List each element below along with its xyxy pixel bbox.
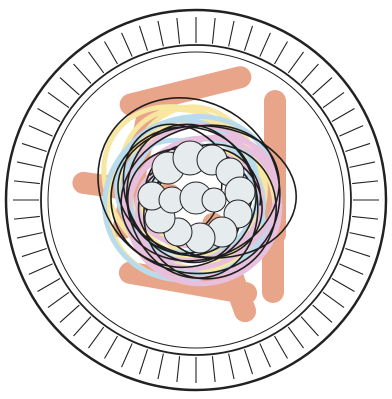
plate-ridge <box>322 291 345 309</box>
plate-ridge <box>13 180 40 185</box>
plate-ridge <box>176 17 181 44</box>
plate-ridge <box>104 335 118 359</box>
plate-ridge <box>349 161 376 168</box>
plate-ridge <box>73 316 92 337</box>
plate-ridge <box>331 278 355 292</box>
plate-ridge <box>176 356 181 383</box>
plate-ridge <box>16 232 43 239</box>
noodle-strand-dark <box>117 124 297 259</box>
plate-ridge <box>157 353 164 380</box>
plate-ridge <box>312 304 333 323</box>
plate-ridge <box>287 326 305 349</box>
plate-ridge <box>28 125 53 137</box>
noodle-strand-dark <box>126 123 259 279</box>
plate-ridge <box>73 63 92 84</box>
plate-ridge <box>138 25 149 51</box>
plate-ridge <box>352 180 379 185</box>
plate-ridge <box>243 25 254 51</box>
plate-ridge <box>121 343 133 368</box>
plate-ridge <box>228 353 235 380</box>
plate-ridge <box>287 51 305 74</box>
plate-ridge <box>138 349 149 375</box>
plate-ridge <box>104 41 118 65</box>
plate-ridge <box>211 356 216 383</box>
plate-ridge <box>16 161 43 168</box>
plate-ridge <box>300 63 319 84</box>
plate-ridge <box>259 32 271 57</box>
plate-ridge <box>59 304 80 323</box>
cloud-puff <box>201 187 227 213</box>
plate-ridge <box>243 349 254 375</box>
cloud-topping <box>137 140 256 254</box>
plate-ridge <box>47 291 70 309</box>
plate-ridge <box>157 20 164 47</box>
plate-ridge <box>322 91 345 109</box>
plate-ridge <box>259 343 271 368</box>
plate-ridge <box>345 142 371 153</box>
plate-ridge <box>47 91 70 109</box>
plate-ridge <box>13 215 40 220</box>
plate-ridge <box>312 77 333 96</box>
plate-ridge <box>87 326 105 349</box>
plate-ridge <box>331 108 355 122</box>
plate-ridge <box>274 41 288 65</box>
plate-ridge <box>37 108 61 122</box>
plate-ridge <box>339 125 364 137</box>
plate-ridge <box>274 335 288 359</box>
plate-ridge <box>59 77 80 96</box>
plate-ridge <box>300 316 319 337</box>
plate-ridge <box>21 142 47 153</box>
plate-ridge <box>352 215 379 220</box>
noodle-strand-dark <box>120 124 280 262</box>
plate-ridge <box>228 20 235 47</box>
plate-ridges <box>13 17 379 383</box>
plate-well <box>47 51 345 349</box>
plate-ridge <box>121 32 133 57</box>
plate-ridge <box>37 278 61 292</box>
plate-ridge <box>345 247 371 258</box>
plate-ridge <box>211 17 216 44</box>
plate-ridge <box>339 263 364 275</box>
plate-ridge <box>21 247 47 258</box>
plate-ridge <box>349 232 376 239</box>
plate-ridge <box>28 263 53 275</box>
plate-ridge <box>87 51 105 74</box>
